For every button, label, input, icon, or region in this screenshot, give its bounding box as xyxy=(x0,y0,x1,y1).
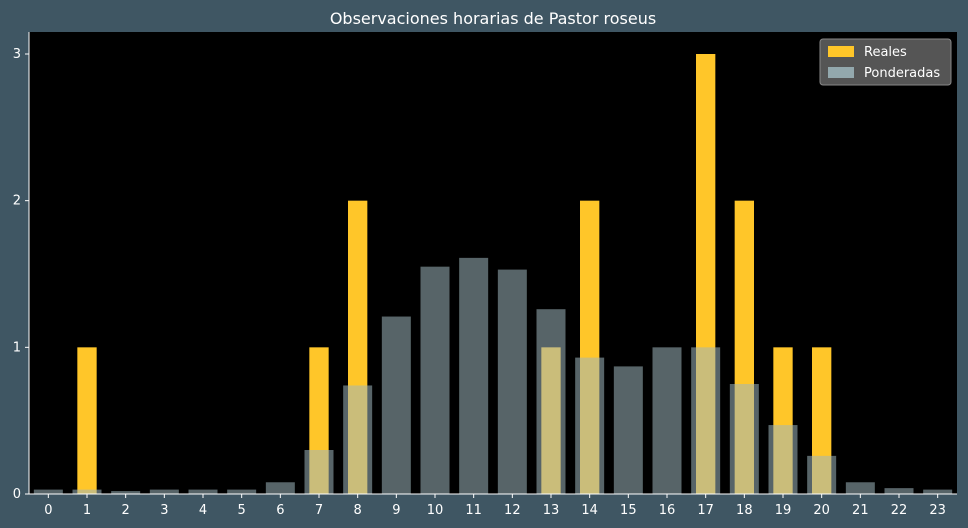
legend: Reales Ponderadas xyxy=(819,38,952,86)
bar-ponderadas-14 xyxy=(575,357,605,494)
bar-ponderadas-12 xyxy=(497,269,527,494)
x-tick-label-5: 5 xyxy=(238,503,246,518)
bar-ponderadas-8 xyxy=(343,385,373,494)
x-tick-label-22: 22 xyxy=(891,503,908,518)
bar-ponderadas-1 xyxy=(72,489,102,494)
bar-ponderadas-20 xyxy=(807,455,837,494)
bar-ponderadas-17 xyxy=(691,347,721,494)
y-tick-label-0: 0 xyxy=(13,487,21,502)
bar-ponderadas-10 xyxy=(420,266,450,494)
x-tick-label-11: 11 xyxy=(465,503,482,518)
x-tick-label-23: 23 xyxy=(929,503,946,518)
x-tick-label-16: 16 xyxy=(659,503,676,518)
bar-ponderadas-23 xyxy=(923,489,953,494)
x-tick-label-9: 9 xyxy=(392,503,400,518)
legend-label-ponderadas: Ponderadas xyxy=(864,66,940,81)
y-tick-label-1: 1 xyxy=(13,340,21,355)
x-tick-label-15: 15 xyxy=(620,503,637,518)
bar-ponderadas-11 xyxy=(459,257,489,494)
x-tick-label-20: 20 xyxy=(813,503,830,518)
x-tick-label-12: 12 xyxy=(504,503,521,518)
bar-ponderadas-9 xyxy=(381,316,411,494)
bars-ponderadas xyxy=(33,257,953,494)
x-tick-label-19: 19 xyxy=(775,503,792,518)
plot-area xyxy=(29,32,957,494)
x-tick-label-0: 0 xyxy=(44,503,52,518)
x-tick-label-6: 6 xyxy=(276,503,284,518)
legend-swatch-reales xyxy=(828,46,854,57)
legend-label-reales: Reales xyxy=(864,45,907,60)
bar-ponderadas-16 xyxy=(652,347,682,494)
x-tick-label-2: 2 xyxy=(122,503,130,518)
bar-reales-1 xyxy=(77,347,97,494)
x-tick-label-10: 10 xyxy=(427,503,444,518)
bar-ponderadas-3 xyxy=(149,489,179,494)
y-tick-label-2: 2 xyxy=(13,194,21,209)
chart-title: Observaciones horarias de Pastor roseus xyxy=(330,9,656,28)
x-tick-label-17: 17 xyxy=(697,503,714,518)
x-tick-label-8: 8 xyxy=(354,503,362,518)
bar-ponderadas-13 xyxy=(536,309,566,494)
x-tick-label-21: 21 xyxy=(852,503,869,518)
bar-ponderadas-7 xyxy=(304,450,334,494)
x-tick-label-1: 1 xyxy=(83,503,91,518)
bar-ponderadas-21 xyxy=(845,482,875,494)
bar-ponderadas-2 xyxy=(111,491,141,494)
bar-ponderadas-6 xyxy=(265,482,295,494)
legend-swatch-ponderadas xyxy=(828,67,854,78)
y-tick-label-3: 3 xyxy=(13,47,21,62)
bar-ponderadas-4 xyxy=(188,489,218,494)
bar-ponderadas-19 xyxy=(768,425,798,494)
bar-ponderadas-15 xyxy=(613,366,643,494)
bar-ponderadas-0 xyxy=(33,489,63,494)
x-tick-label-7: 7 xyxy=(315,503,323,518)
x-tick-label-14: 14 xyxy=(581,503,598,518)
bar-ponderadas-18 xyxy=(729,384,759,494)
x-tick-label-13: 13 xyxy=(543,503,560,518)
bar-ponderadas-22 xyxy=(884,488,914,494)
x-tick-label-3: 3 xyxy=(160,503,168,518)
x-tick-label-4: 4 xyxy=(199,503,207,518)
bar-ponderadas-5 xyxy=(227,489,257,494)
x-tick-label-18: 18 xyxy=(736,503,753,518)
